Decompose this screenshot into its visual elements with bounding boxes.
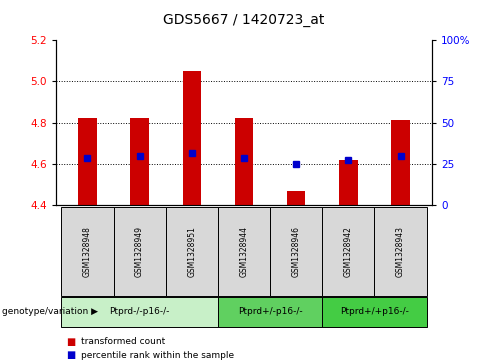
Text: Ptprd+/-p16-/-: Ptprd+/-p16-/- — [238, 307, 303, 316]
Bar — [391, 121, 410, 205]
Bar — [114, 207, 166, 296]
Bar — [218, 297, 322, 327]
Bar — [61, 297, 218, 327]
Bar — [287, 191, 305, 205]
Text: GSM1328943: GSM1328943 — [396, 226, 405, 277]
Bar — [322, 297, 427, 327]
Text: percentile rank within the sample: percentile rank within the sample — [81, 351, 235, 359]
Bar — [61, 207, 114, 296]
Bar — [322, 207, 374, 296]
Text: GSM1328946: GSM1328946 — [292, 226, 301, 277]
Text: ■: ■ — [66, 350, 75, 360]
Text: GSM1328951: GSM1328951 — [187, 226, 196, 277]
Bar — [339, 160, 358, 205]
Bar — [270, 207, 322, 296]
Text: GSM1328948: GSM1328948 — [83, 226, 92, 277]
Bar — [78, 118, 97, 205]
Text: ■: ■ — [66, 337, 75, 347]
Text: genotype/variation ▶: genotype/variation ▶ — [2, 307, 99, 316]
Text: GSM1328949: GSM1328949 — [135, 226, 144, 277]
Bar — [235, 118, 253, 205]
Bar — [218, 207, 270, 296]
Text: GSM1328944: GSM1328944 — [240, 226, 248, 277]
Text: Ptprd+/+p16-/-: Ptprd+/+p16-/- — [340, 307, 409, 316]
Bar — [130, 118, 149, 205]
Text: GSM1328942: GSM1328942 — [344, 226, 353, 277]
Bar — [374, 207, 427, 296]
Bar — [183, 71, 201, 205]
Text: transformed count: transformed count — [81, 338, 166, 346]
Bar — [166, 207, 218, 296]
Text: GDS5667 / 1420723_at: GDS5667 / 1420723_at — [163, 13, 325, 27]
Text: Ptprd-/-p16-/-: Ptprd-/-p16-/- — [109, 307, 170, 316]
